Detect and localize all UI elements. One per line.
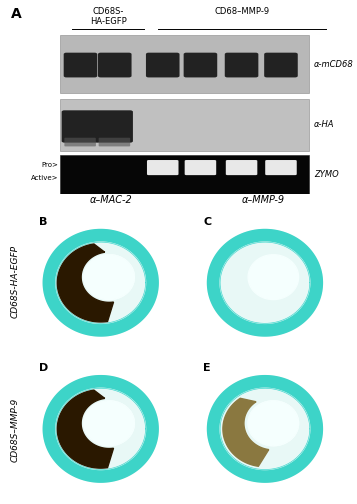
FancyBboxPatch shape: [64, 53, 97, 78]
FancyBboxPatch shape: [265, 160, 297, 175]
Polygon shape: [220, 242, 310, 324]
FancyBboxPatch shape: [146, 53, 180, 78]
Polygon shape: [207, 229, 322, 336]
FancyBboxPatch shape: [225, 53, 258, 78]
Polygon shape: [248, 401, 298, 446]
Text: A: A: [11, 7, 21, 21]
FancyBboxPatch shape: [62, 110, 99, 143]
Text: CD68S-HA-EGFP: CD68S-HA-EGFP: [10, 245, 19, 318]
Bar: [60, 155, 309, 194]
Text: B: B: [39, 217, 47, 227]
Polygon shape: [248, 401, 298, 446]
Polygon shape: [207, 375, 322, 482]
Polygon shape: [223, 398, 269, 466]
Text: CD68S–MMP-9: CD68S–MMP-9: [10, 398, 19, 462]
Text: CD68S-
HA-EGFP: CD68S- HA-EGFP: [90, 7, 127, 26]
Polygon shape: [57, 244, 114, 322]
Polygon shape: [56, 242, 146, 324]
FancyBboxPatch shape: [98, 53, 131, 78]
Text: α–MMP-9: α–MMP-9: [242, 195, 285, 205]
Text: α-HA: α-HA: [314, 120, 335, 129]
Polygon shape: [84, 401, 134, 446]
Polygon shape: [56, 388, 146, 470]
Text: C: C: [203, 217, 211, 227]
Text: D: D: [39, 363, 48, 373]
Text: Active>: Active>: [31, 175, 59, 181]
FancyBboxPatch shape: [99, 138, 130, 147]
Polygon shape: [207, 229, 322, 336]
Text: E: E: [203, 363, 211, 373]
Polygon shape: [84, 255, 134, 299]
FancyBboxPatch shape: [96, 110, 133, 143]
Polygon shape: [207, 375, 322, 482]
Polygon shape: [43, 375, 158, 482]
Polygon shape: [43, 375, 158, 482]
Text: α-mCD68: α-mCD68: [314, 59, 354, 69]
FancyBboxPatch shape: [264, 53, 298, 78]
Text: Pro>: Pro>: [42, 162, 59, 168]
Bar: [60, 35, 309, 93]
Polygon shape: [248, 255, 298, 299]
Polygon shape: [43, 229, 158, 336]
Text: CD68–MMP-9: CD68–MMP-9: [214, 7, 270, 16]
FancyBboxPatch shape: [147, 160, 178, 175]
Polygon shape: [57, 390, 114, 468]
FancyBboxPatch shape: [64, 138, 96, 147]
Text: ZYMO: ZYMO: [314, 170, 339, 179]
FancyBboxPatch shape: [185, 160, 216, 175]
Polygon shape: [43, 229, 158, 336]
Polygon shape: [84, 255, 134, 299]
FancyBboxPatch shape: [183, 53, 217, 78]
FancyBboxPatch shape: [226, 160, 257, 175]
Text: α–MAC-2: α–MAC-2: [90, 195, 132, 205]
Polygon shape: [84, 401, 134, 446]
Bar: [60, 99, 309, 151]
Polygon shape: [220, 388, 310, 470]
